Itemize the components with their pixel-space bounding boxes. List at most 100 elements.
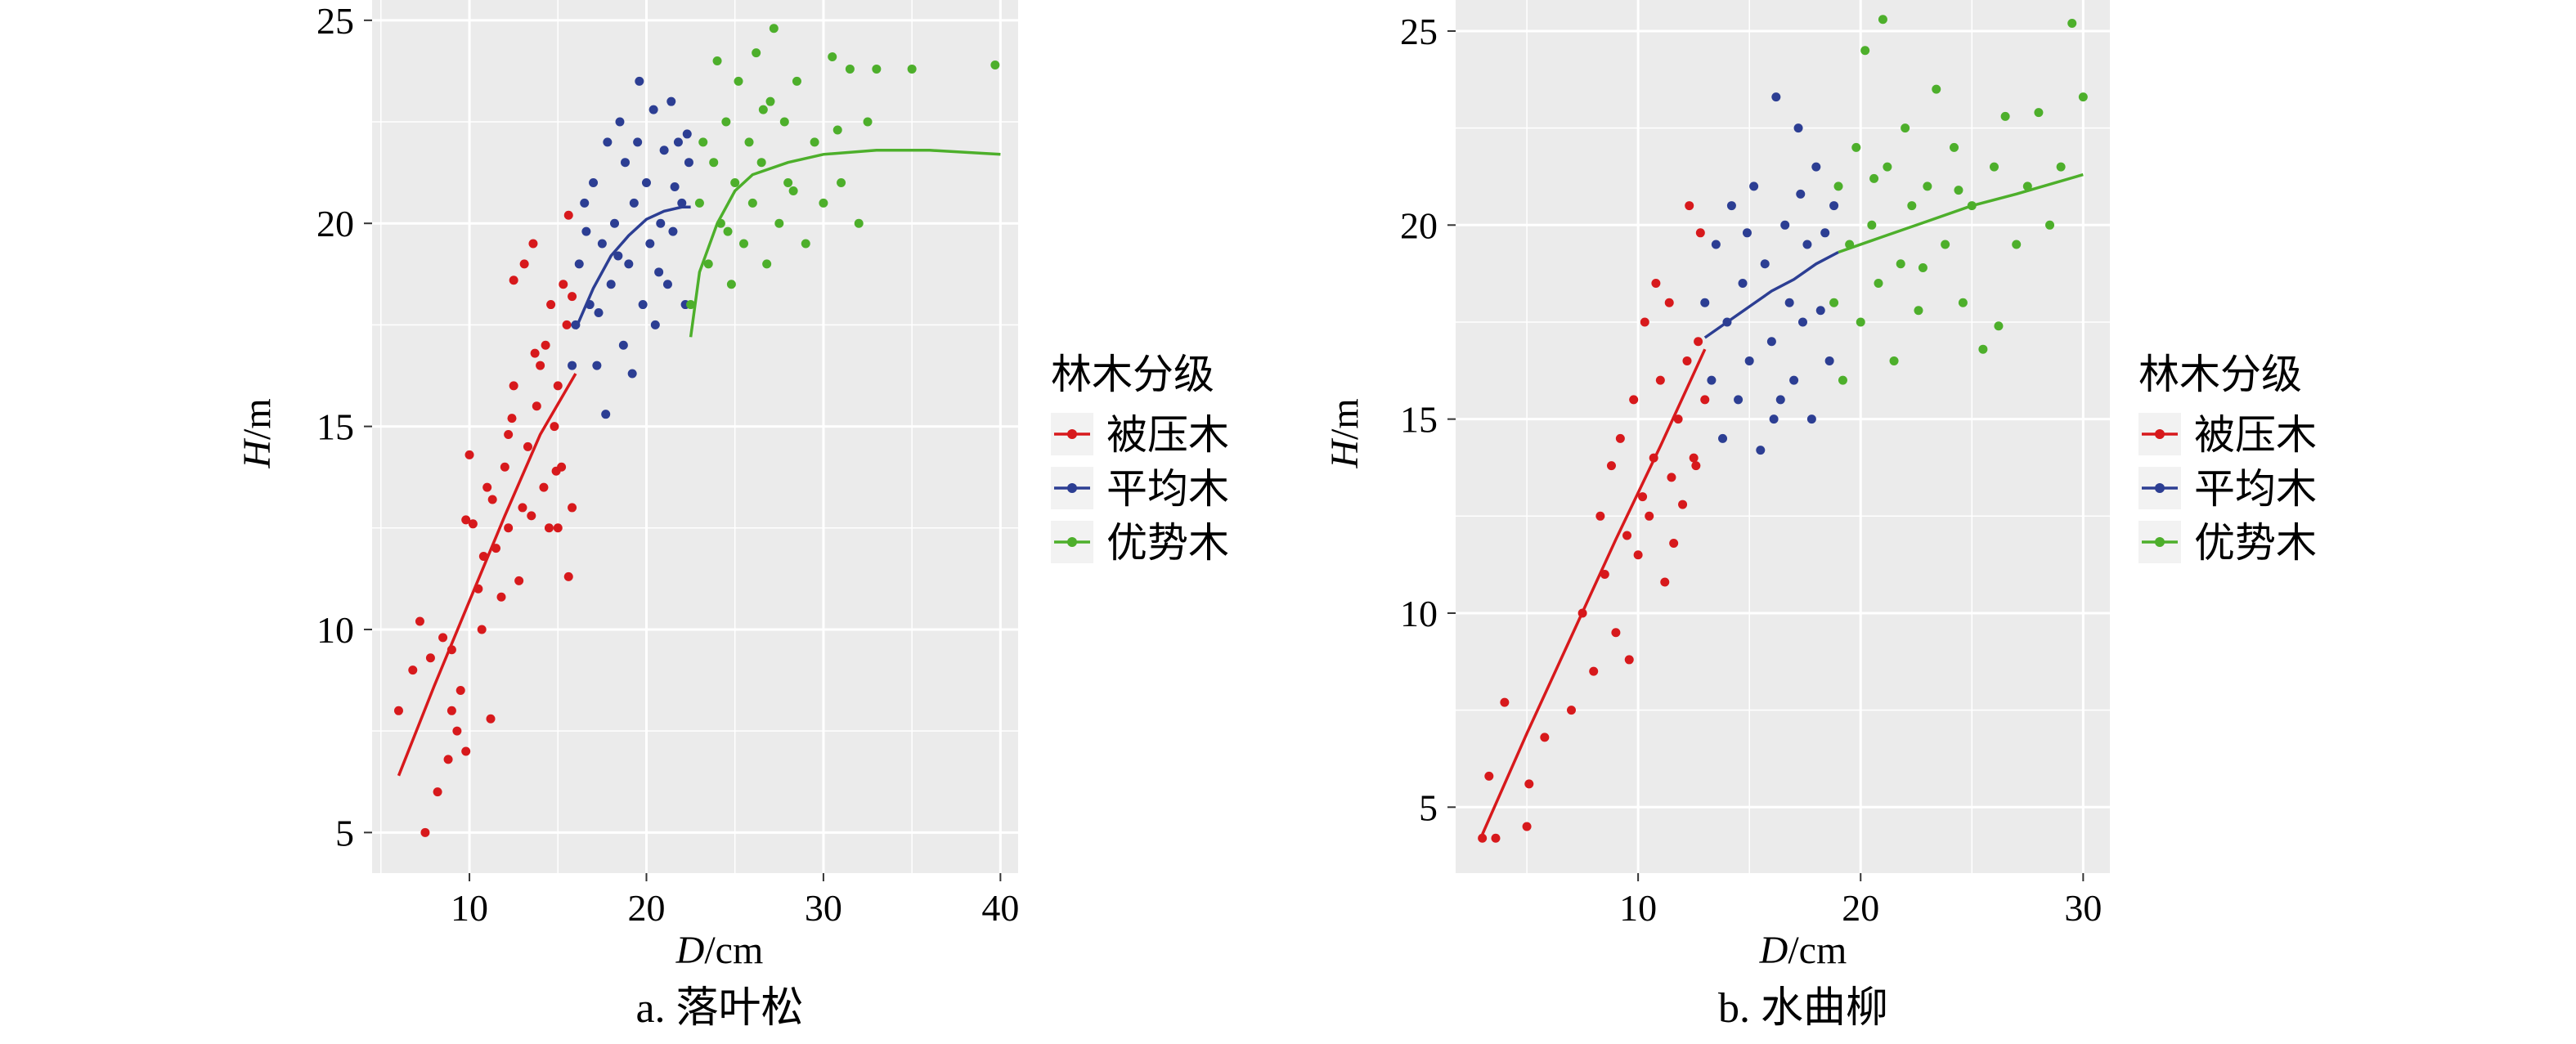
data-point [673, 137, 683, 147]
data-point [819, 198, 828, 208]
data-point [2034, 108, 2044, 118]
data-point [518, 503, 527, 513]
data-point [698, 137, 708, 147]
y-tick-label: 20 [316, 203, 354, 244]
data-point [1889, 356, 1899, 365]
data-point [684, 158, 693, 168]
data-point [734, 76, 743, 86]
data-point [551, 466, 561, 476]
data-point [1484, 771, 1494, 781]
x-tick-label: 10 [451, 887, 488, 929]
data-point [509, 381, 518, 391]
data-point [1744, 356, 1754, 365]
data-point [1797, 317, 1807, 327]
x-tick-label: 10 [1619, 887, 1657, 929]
data-point [425, 653, 435, 663]
data-point [635, 76, 644, 86]
data-point [747, 198, 757, 208]
data-point [563, 210, 573, 220]
data-point [739, 239, 749, 249]
data-point [594, 307, 604, 317]
legend-marker [1067, 537, 1077, 547]
data-point [712, 56, 722, 66]
data-point [1629, 395, 1639, 405]
data-point [468, 519, 478, 529]
data-point [1829, 201, 1839, 211]
data-point [393, 706, 403, 715]
legend-label: 被压木 [2194, 411, 2317, 459]
data-point [1611, 628, 1621, 638]
data-point [756, 158, 766, 168]
panel-caption: b. 水曲柳 [1718, 985, 1888, 1032]
data-point [1824, 356, 1834, 365]
data-point [597, 239, 607, 249]
y-tick-label: 10 [316, 609, 354, 651]
data-point [1784, 298, 1794, 307]
data-point [1878, 15, 1887, 25]
data-point [2022, 181, 2032, 191]
legend-label: 被压木 [1106, 411, 1229, 459]
data-point [769, 24, 779, 34]
data-point [438, 633, 448, 643]
legend-label: 优势木 [2194, 519, 2317, 567]
data-point [654, 267, 664, 277]
data-point [496, 592, 506, 602]
data-point [1691, 461, 1701, 471]
data-point [580, 198, 590, 208]
data-point [1640, 317, 1649, 327]
data-point [415, 616, 424, 626]
data-point [1682, 356, 1692, 365]
data-point [1775, 395, 1785, 405]
legend-item: 被压木 [1051, 411, 1229, 459]
data-point [1711, 240, 1721, 249]
data-point [408, 665, 418, 675]
data-point [1756, 446, 1766, 455]
data-point [610, 218, 620, 228]
data-point [546, 300, 556, 310]
data-point [1860, 46, 1870, 56]
data-point [656, 218, 666, 228]
data-point [668, 226, 678, 236]
data-point [779, 117, 789, 127]
data-point [1766, 337, 1776, 347]
data-point [1954, 186, 1963, 195]
data-point [601, 410, 611, 419]
data-point [2078, 92, 2088, 102]
trend-line [397, 373, 577, 777]
data-point [519, 259, 529, 269]
series-dominant [686, 24, 1001, 338]
legend-item: 平均木 [2138, 465, 2317, 513]
data-point [1718, 433, 1728, 443]
series-average [1700, 92, 1839, 455]
y-axis-label: H/m [236, 398, 279, 468]
x-tick-label: 20 [627, 887, 665, 929]
data-point [765, 96, 775, 106]
data-point [1606, 461, 1616, 471]
data-point [1994, 321, 2004, 331]
data-point [650, 320, 660, 329]
data-point [721, 117, 731, 127]
data-point [1638, 492, 1648, 502]
data-point [504, 523, 514, 533]
data-point [1667, 473, 1676, 482]
data-point [1685, 201, 1694, 211]
data-point [1760, 259, 1770, 269]
data-point [1524, 779, 1534, 789]
data-point [592, 361, 602, 370]
data-point [1651, 279, 1661, 289]
data-point [1600, 570, 1609, 580]
data-point [703, 259, 713, 269]
data-point [682, 129, 692, 139]
data-point [1595, 511, 1605, 521]
data-point [792, 76, 801, 86]
plot-background [372, 0, 1018, 873]
x-tick-label: 30 [2064, 887, 2102, 929]
data-point [1914, 306, 1923, 316]
series-suppressed [1478, 201, 1710, 843]
data-point [1907, 201, 1917, 211]
data-point [1669, 539, 1679, 549]
x-tick-label: 20 [1842, 887, 1879, 929]
data-point [907, 64, 917, 74]
data-point [1869, 173, 1879, 183]
